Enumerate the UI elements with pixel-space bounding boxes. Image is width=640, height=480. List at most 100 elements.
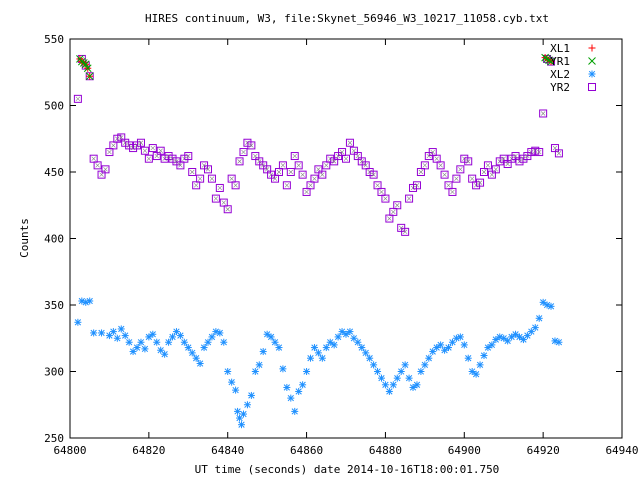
data-point	[362, 349, 370, 357]
data-point	[275, 344, 283, 352]
data-point	[251, 368, 259, 375]
data-point-overlay	[280, 163, 286, 168]
x-tick-label: 64900	[448, 444, 481, 457]
data-point-overlay	[146, 156, 152, 161]
data-point	[184, 152, 193, 161]
data-point	[140, 146, 149, 155]
data-point	[74, 318, 82, 326]
data-point-overlay	[272, 176, 278, 181]
data-point	[303, 368, 311, 375]
data-point	[211, 194, 220, 203]
data-point-overlay	[292, 153, 297, 159]
data-point	[204, 165, 212, 174]
data-point	[255, 361, 263, 369]
data-point-overlay	[379, 189, 384, 195]
data-point	[326, 338, 334, 346]
data-point	[267, 333, 275, 341]
data-point	[299, 381, 307, 389]
data-point-overlay	[111, 143, 116, 148]
data-point	[370, 361, 378, 369]
data-point-overlay	[308, 183, 313, 188]
data-point	[345, 138, 354, 147]
data-point	[393, 201, 402, 210]
data-point	[420, 161, 429, 170]
data-point-overlay	[481, 169, 487, 175]
legend-label: YR2	[550, 81, 570, 94]
data-point-overlay	[241, 149, 246, 155]
data-point	[243, 401, 251, 409]
data-point	[310, 174, 319, 183]
data-point	[228, 378, 236, 386]
data-point-overlay	[324, 163, 329, 168]
data-point	[204, 338, 212, 346]
data-point	[492, 336, 500, 344]
data-point-overlay	[320, 172, 325, 177]
data-point	[437, 341, 445, 349]
data-point	[192, 354, 200, 362]
data-point	[176, 332, 184, 340]
data-point	[445, 344, 453, 352]
data-point-overlay	[493, 167, 499, 172]
data-point	[216, 329, 224, 337]
data-point-overlay	[402, 229, 408, 235]
data-point	[133, 344, 141, 352]
data-point-overlay	[150, 145, 156, 151]
data-point	[421, 361, 429, 369]
data-point	[298, 170, 307, 179]
y-tick-label: 500	[44, 100, 64, 113]
data-point-overlay	[103, 167, 108, 172]
data-point	[374, 368, 382, 375]
data-point	[381, 381, 389, 389]
data-point	[263, 330, 271, 338]
data-point	[239, 410, 247, 418]
data-point-overlay	[158, 148, 163, 153]
data-point	[180, 338, 188, 346]
data-point	[448, 187, 457, 196]
data-point	[468, 368, 476, 375]
data-point	[232, 386, 240, 394]
data-point	[366, 354, 374, 362]
data-point	[440, 170, 449, 179]
data-point	[401, 227, 410, 236]
data-point-overlay	[556, 151, 562, 156]
data-point	[393, 374, 401, 382]
x-tick-label: 64860	[290, 444, 323, 457]
data-point	[488, 341, 496, 349]
data-point-overlay	[450, 189, 455, 195]
data-point	[491, 165, 500, 174]
data-point	[412, 181, 421, 190]
data-point	[271, 338, 279, 346]
data-point	[456, 165, 465, 174]
data-point	[90, 329, 98, 337]
data-point	[169, 333, 177, 341]
data-point-overlay	[375, 183, 380, 188]
series-xl1	[76, 54, 555, 80]
data-point	[279, 365, 287, 373]
data-point	[512, 330, 520, 338]
data-point	[381, 194, 390, 203]
y-tick-label: 550	[44, 33, 64, 46]
data-point-overlay	[339, 149, 345, 155]
axis-ticks: 64800 64820 64840 64860 64880 64900 64920 64940…	[44, 33, 638, 457]
data-point-overlay	[209, 176, 215, 181]
y-tick-label: 250	[44, 432, 64, 445]
data-point-overlay	[107, 149, 112, 155]
data-point	[385, 387, 393, 395]
series-xl2	[74, 297, 563, 429]
data-point	[234, 407, 242, 415]
data-point	[464, 157, 473, 166]
data-point	[397, 368, 405, 375]
data-point	[291, 407, 299, 415]
data-point	[539, 109, 548, 118]
data-point	[314, 349, 322, 357]
data-point-overlay	[363, 163, 368, 168]
data-point	[196, 360, 204, 368]
data-point	[531, 324, 539, 332]
data-point-overlay	[193, 183, 199, 188]
data-point-overlay	[197, 176, 203, 181]
data-point	[354, 338, 362, 346]
data-point	[282, 181, 291, 190]
data-point	[405, 194, 414, 203]
data-point	[369, 170, 378, 179]
